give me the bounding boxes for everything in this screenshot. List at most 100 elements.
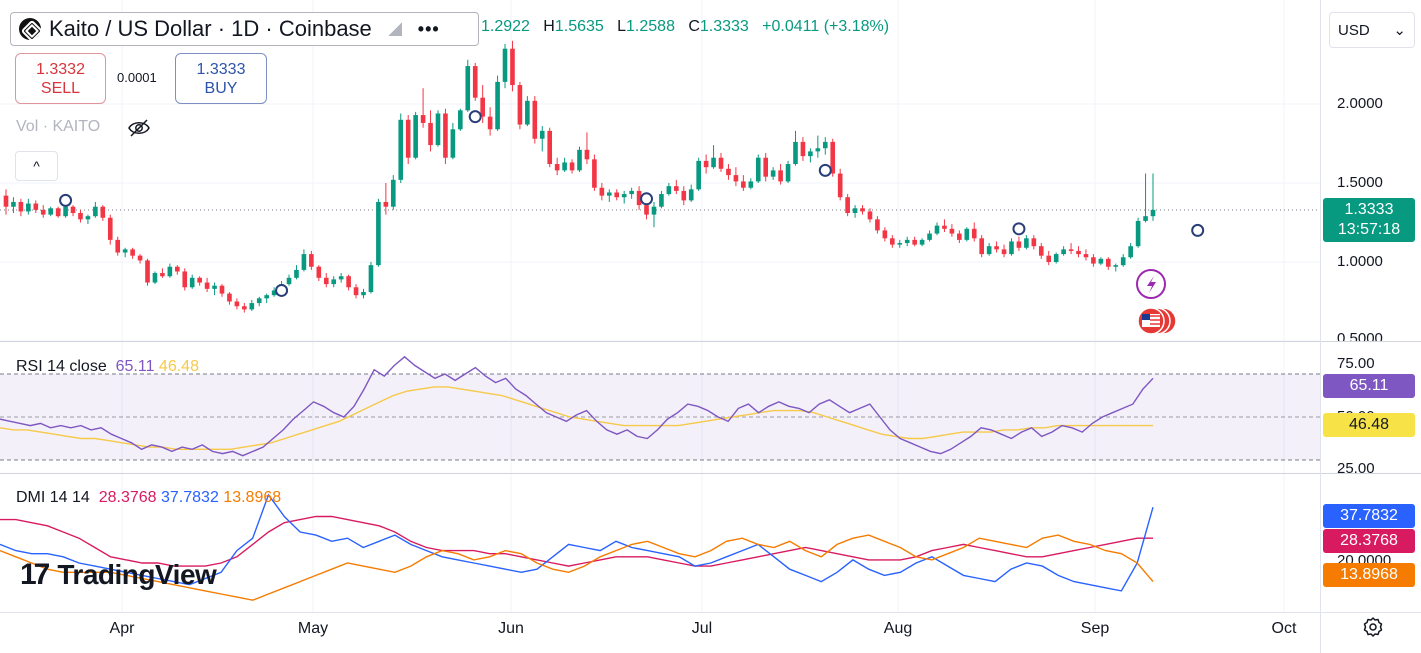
candle-body [450, 129, 456, 158]
event-markers[interactable] [59, 110, 1205, 335]
candle-body [26, 203, 31, 212]
eye-off-icon[interactable] [127, 118, 151, 138]
candle-body [309, 254, 314, 267]
ohlc-legend: 1.2922 H1.5635 L1.2588 C1.3333 +0.0411 (… [481, 18, 889, 36]
candle-body [1106, 258, 1111, 267]
chart-plot-area[interactable] [0, 0, 1320, 653]
candle-body [569, 162, 575, 171]
gear-icon[interactable] [1362, 616, 1384, 638]
candle-body [167, 266, 173, 277]
candle-body [63, 206, 68, 217]
buy-button[interactable]: 1.3333 BUY [175, 53, 267, 104]
candle-body [331, 279, 337, 285]
time-axis-label: May [297, 620, 329, 637]
candle-body [904, 239, 910, 244]
time-axis-label: Aug [883, 620, 913, 637]
minus-di-line [0, 534, 1154, 601]
candle-body [703, 160, 709, 168]
adx-value: 28.3768 [98, 489, 157, 506]
current-price-value: 1.3333 [1344, 201, 1394, 218]
candle-body [957, 233, 962, 240]
candle-body [785, 164, 791, 182]
candle-body [398, 119, 404, 180]
candle-body [435, 113, 441, 146]
rsi-ma-badge: 46.48 [1323, 413, 1415, 437]
lightning-bolt-icon [1147, 276, 1156, 293]
candle-body [145, 260, 150, 283]
adx-line [0, 515, 1153, 567]
candle-body [860, 208, 865, 212]
candle-body [197, 277, 202, 283]
more-icon[interactable]: ••• [417, 18, 440, 39]
symbol-info-box[interactable]: Kaito / US Dollar · 1D · Coinbase ••• [10, 12, 479, 46]
price-chart[interactable] [0, 0, 1320, 653]
us-flag-canton-icon [1142, 314, 1150, 320]
candle-body [1068, 249, 1074, 251]
candle-body [770, 170, 776, 177]
candle-body [1038, 246, 1044, 256]
rsi-line [0, 355, 1154, 457]
high-key: H [543, 18, 555, 35]
rsi-legend[interactable]: RSI 14 close 65.11 46.48 [16, 358, 199, 376]
candle-body [994, 246, 999, 250]
candle-body [174, 266, 180, 272]
candle-body [70, 206, 76, 214]
candle-body [778, 170, 783, 182]
candle-body [711, 157, 716, 168]
candle-body [85, 216, 91, 220]
change-value: +0.0411 (+3.18%) [762, 18, 890, 35]
price-axis-label: 0.5000 [1337, 330, 1383, 341]
high-value: 1.5635 [554, 18, 604, 35]
tradingview-name: TradingView [57, 559, 217, 590]
price-axis-label: 1.5000 [1337, 174, 1383, 191]
volume-label[interactable]: Vol · KAITO [16, 118, 101, 135]
candle-body [979, 238, 985, 255]
dmi-legend[interactable]: DMI 14 14 28.3768 37.7832 13.8968 [16, 489, 281, 507]
buy-price: 1.3333 [196, 60, 246, 78]
pane-separator-dmi[interactable] [0, 473, 1421, 474]
candle-body [1135, 220, 1141, 247]
rsi-axis-label: 25.00 [1337, 460, 1375, 473]
candle-body [122, 249, 128, 253]
candle-body [897, 243, 903, 245]
tradingview-watermark: 17 TradingView [20, 558, 217, 592]
time-axis[interactable] [0, 612, 1320, 653]
time-axis-label: Sep [1080, 620, 1110, 637]
close-key: C [688, 18, 700, 35]
candle-body [361, 292, 366, 296]
candle-body [890, 238, 895, 245]
pane-separator-rsi[interactable] [0, 341, 1421, 342]
candle-body [636, 190, 642, 206]
time-axis-label: Apr [109, 620, 135, 637]
candle-body [487, 116, 493, 130]
price-axis[interactable] [1320, 0, 1421, 653]
rsi-axis-label: 50.00 [1337, 408, 1375, 414]
candle-body [800, 141, 806, 157]
bar-countdown: 13:57:18 [1337, 221, 1401, 238]
sell-button[interactable]: 1.3332 SELL [15, 53, 106, 104]
currency-select[interactable]: USD ⌄ [1329, 12, 1415, 48]
candle-body [986, 246, 992, 255]
plus-di-badge: 37.7832 [1323, 504, 1415, 528]
candle-body [763, 157, 769, 177]
candle-body [376, 201, 381, 266]
flag-icon[interactable] [387, 22, 402, 36]
candle-body [48, 208, 53, 215]
candle-body [599, 187, 605, 196]
price-axis-label: 2.0000 [1337, 95, 1383, 112]
candle-body [681, 190, 687, 201]
chevron-down-icon: ⌄ [1393, 22, 1406, 39]
candle-body [1128, 246, 1133, 258]
collapse-legend-button[interactable]: ^ [15, 151, 58, 181]
candle-body [264, 295, 269, 299]
candle-body [368, 265, 374, 293]
candle-body [107, 217, 113, 240]
candle-body [666, 186, 672, 195]
event-marker-icon [59, 193, 73, 207]
candle-body [286, 277, 292, 285]
rsi-value: 65.11 [115, 358, 155, 375]
buy-label: BUY [204, 79, 238, 97]
symbol-title[interactable]: Kaito / US Dollar · 1D · Coinbase [49, 16, 372, 41]
event-marker-icon [640, 192, 654, 206]
close-value: 1.3333 [699, 18, 749, 35]
